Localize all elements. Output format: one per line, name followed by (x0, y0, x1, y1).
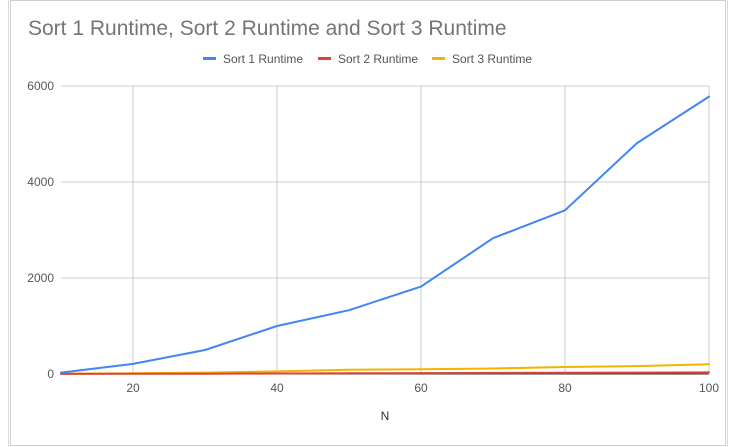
series-line-1[interactable] (60, 95, 710, 374)
y-tick-label: 0 (47, 367, 54, 381)
legend-label-2: Sort 2 Runtime (338, 52, 418, 66)
y-tick-label: 4000 (27, 175, 54, 189)
legend-label-3: Sort 3 Runtime (452, 52, 532, 66)
chart-grid (61, 85, 710, 375)
chart-legend: Sort 1 Runtime Sort 2 Runtime Sort 3 Runti… (203, 52, 532, 66)
chart-series (60, 95, 710, 375)
series-line-2[interactable] (60, 371, 710, 375)
y-tick-label: 6000 (27, 79, 54, 93)
chart-card[interactable]: Sort 1 Runtime, Sort 2 Runtime and Sort … (10, 0, 726, 446)
x-tick-label: 80 (558, 381, 572, 395)
x-tick-label: 20 (126, 381, 140, 395)
legend-label-1: Sort 1 Runtime (223, 52, 303, 66)
y-tick-label: 2000 (27, 271, 54, 285)
line-chart: Sort 1 Runtime, Sort 2 Runtime and Sort … (27, 17, 719, 423)
legend-swatch-1 (203, 57, 216, 60)
x-tick-label: 100 (699, 381, 719, 395)
legend-swatch-2 (318, 57, 331, 60)
x-tick-label: 60 (414, 381, 428, 395)
x-axis-title: N (381, 409, 390, 423)
x-tick-label: 40 (270, 381, 284, 395)
sheet-right-edge (727, 0, 736, 447)
sheet-left-edge (0, 0, 9, 447)
chart-ticks: 0 2000 4000 6000 20 40 60 80 100 (27, 79, 719, 395)
legend-swatch-3 (432, 57, 445, 60)
chart-title: Sort 1 Runtime, Sort 2 Runtime and Sort … (28, 17, 507, 40)
